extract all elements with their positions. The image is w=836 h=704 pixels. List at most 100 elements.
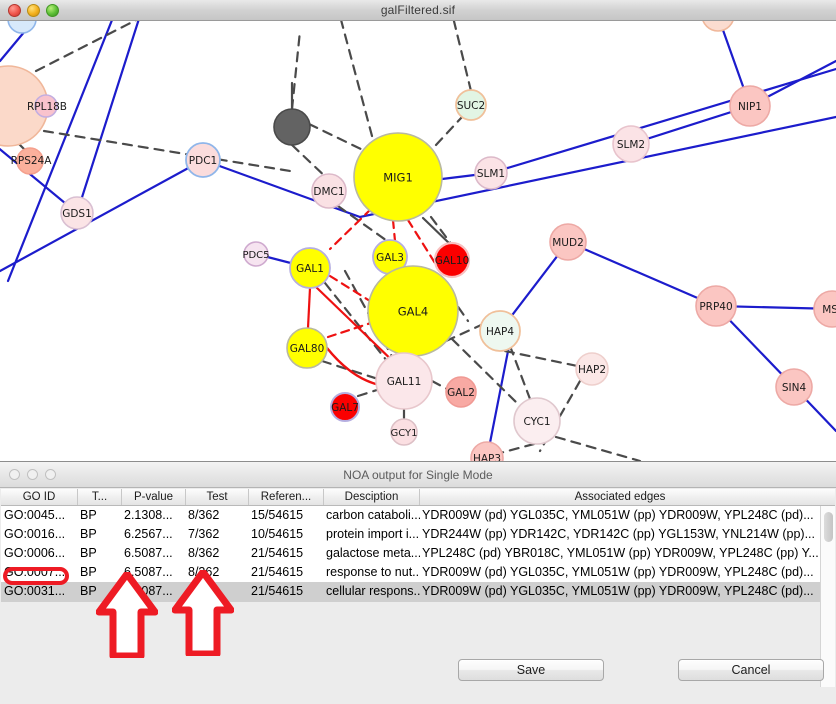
column-header-test[interactable]: Test: [186, 489, 249, 505]
cell-desc: protein import i...: [326, 527, 420, 541]
cancel-button[interactable]: Cancel: [678, 659, 824, 681]
column-header-desc[interactable]: Desciption: [324, 489, 420, 505]
cell-go_id: GO:0007...: [4, 565, 66, 579]
network-node[interactable]: [185, 142, 221, 178]
network-node[interactable]: [813, 290, 836, 328]
node-label: GAL7: [331, 402, 359, 414]
cell-test: 8/362: [188, 546, 220, 560]
table-row[interactable]: GO:0045... BP 2.1308... 8/362 15/54615 carbon…: [1, 506, 835, 525]
scrollbar-thumb[interactable]: [824, 512, 833, 542]
cell-pvalue: 6.5087...: [124, 565, 173, 579]
network-node[interactable]: [34, 94, 58, 118]
column-header-reference[interactable]: Referen...: [249, 489, 324, 505]
cell-pvalue: 2.1308...: [124, 508, 173, 522]
network-node[interactable]: [273, 108, 311, 146]
cell-test: 8/362: [188, 565, 220, 579]
noa-close-button-icon[interactable]: [9, 469, 20, 480]
column-header-type[interactable]: T...: [78, 489, 122, 505]
noa-panel-title: NOA output for Single Mode: [343, 468, 493, 482]
table-row[interactable]: GO:0031... BP 6.5087... 8/362 21/54615 cellul…: [1, 582, 835, 601]
node-label: GAL1: [296, 263, 324, 275]
node-label: RPL18B: [27, 101, 67, 113]
node-label: MSL: [822, 304, 836, 316]
table-row[interactable]: GO:0007... BP 6.5087... 8/362 21/54615 respon…: [1, 563, 835, 582]
cell-edges: YDR244W (pp) YDR142C, YDR142C (pp) YGL15…: [422, 527, 815, 541]
cell-edges: YPL248C (pd) YBR018C, YML051W (pp) YDR00…: [422, 546, 819, 560]
node-label: HAP4: [486, 326, 514, 338]
network-node[interactable]: [286, 327, 328, 369]
network-node[interactable]: [353, 132, 443, 222]
cell-edges: YDR009W (pd) YGL035C, YML051W (pp) YDR00…: [422, 565, 814, 579]
network-node[interactable]: [470, 441, 504, 461]
noa-minimize-button-icon[interactable]: [27, 469, 38, 480]
cell-reference: 21/54615: [251, 546, 304, 560]
cell-test: 8/362: [188, 508, 220, 522]
network-node[interactable]: [702, 21, 734, 32]
network-node[interactable]: [575, 352, 609, 386]
network-graph-canvas[interactable]: RPL18B RPS24A GDS1 PDC1 PDC5 DMC1 MIG1 S…: [0, 21, 836, 461]
node-label: GAL11: [387, 376, 422, 388]
network-node[interactable]: [289, 247, 331, 289]
nodes-layer: RPL18B RPS24A GDS1 PDC1 PDC5 DMC1 MIG1 S…: [0, 21, 836, 461]
cell-type: BP: [80, 527, 97, 541]
node-label: GAL3: [376, 252, 404, 264]
cell-test: 8/362: [188, 584, 220, 598]
network-node[interactable]: [445, 376, 477, 408]
network-node[interactable]: [243, 241, 269, 267]
network-node[interactable]: [330, 392, 360, 422]
cell-pvalue: 6.5087...: [124, 546, 173, 560]
window-traffic-lights: [8, 4, 59, 17]
table-vertical-scrollbar[interactable]: [820, 506, 835, 687]
cell-go_id: GO:0006...: [4, 546, 66, 560]
column-header-pvalue[interactable]: P-value: [122, 489, 186, 505]
column-header-go_id[interactable]: GO ID: [1, 489, 78, 505]
cell-go_id: GO:0045...: [4, 508, 66, 522]
node-label: GAL10: [435, 255, 470, 267]
cell-go_id: GO:0016...: [4, 527, 66, 541]
network-node[interactable]: [474, 156, 508, 190]
cell-desc: response to nut...: [326, 565, 420, 579]
network-node[interactable]: [455, 89, 487, 121]
network-node[interactable]: [375, 352, 433, 410]
network-node[interactable]: [695, 285, 737, 327]
cell-type: BP: [80, 508, 97, 522]
node-label: PDC1: [189, 155, 217, 167]
network-node[interactable]: [7, 21, 37, 34]
table-row[interactable]: GO:0016... BP 6.2567... 7/362 10/54615 protei…: [1, 525, 835, 544]
save-button[interactable]: Save: [458, 659, 604, 681]
close-button-icon[interactable]: [8, 4, 21, 17]
network-node[interactable]: [549, 223, 587, 261]
network-node[interactable]: [612, 125, 650, 163]
network-node[interactable]: [16, 147, 44, 175]
noa-zoom-button-icon[interactable]: [45, 469, 56, 480]
network-node[interactable]: [60, 196, 94, 230]
table-row[interactable]: GO:0006... BP 6.5087... 8/362 21/54615 galact…: [1, 544, 835, 563]
node-label: HAP2: [578, 364, 606, 376]
noa-traffic-lights: [9, 469, 56, 480]
network-node[interactable]: [775, 368, 813, 406]
cell-type: BP: [80, 546, 97, 560]
node-label: GDS1: [62, 208, 92, 220]
cell-reference: 21/54615: [251, 565, 304, 579]
network-node[interactable]: [390, 418, 418, 446]
column-header-edges[interactable]: Associated edges: [574, 491, 666, 503]
network-node[interactable]: [433, 241, 471, 279]
network-node[interactable]: [311, 173, 347, 209]
node-label: PDC5: [242, 250, 269, 261]
window-title: galFiltered.sif: [380, 3, 456, 17]
network-node[interactable]: [479, 310, 521, 352]
cell-reference: 10/54615: [251, 527, 304, 541]
network-node[interactable]: [729, 85, 771, 127]
cell-desc: carbon cataboli...: [326, 508, 420, 522]
network-node[interactable]: [513, 397, 561, 445]
zoom-button-icon[interactable]: [46, 4, 59, 17]
cell-go_id: GO:0031...: [4, 584, 66, 598]
node-label: CYC1: [524, 416, 551, 428]
window-titlebar: galFiltered.sif: [0, 0, 836, 21]
node-label: MUD2: [552, 237, 584, 249]
node-label: NIP1: [738, 101, 762, 113]
minimize-button-icon[interactable]: [27, 4, 40, 17]
node-label: GAL4: [398, 305, 429, 319]
node-label: GAL80: [290, 343, 325, 355]
